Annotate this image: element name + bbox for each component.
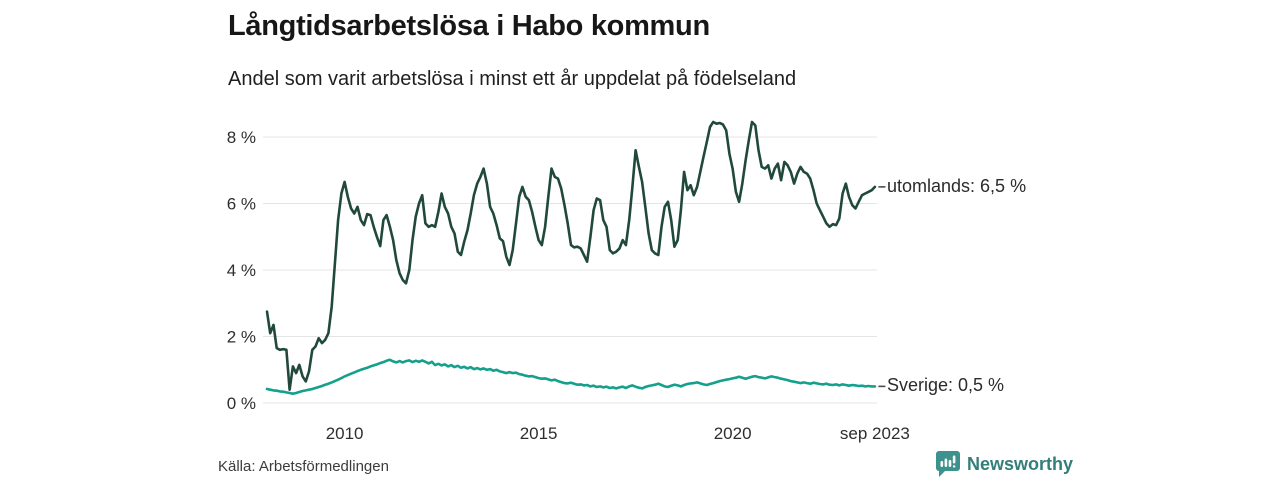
y-axis-tick-labels: 0 % 2 % 4 % 6 % 8 % (227, 128, 256, 413)
gridlines (263, 136, 877, 404)
x-tick-label: 2020 (714, 424, 752, 443)
x-tick-label: sep 2023 (840, 424, 910, 443)
series-line-sverige (265, 358, 877, 396)
x-tick-label: 2015 (520, 424, 558, 443)
y-tick-label: 0 % (227, 394, 256, 413)
series-line-utomlands (265, 120, 877, 392)
y-tick-label: 2 % (227, 328, 256, 347)
label-connector-dashes (878, 186, 886, 388)
y-tick-label: 6 % (227, 195, 256, 214)
y-tick-label: 4 % (227, 261, 256, 280)
data-series-lines (265, 120, 877, 396)
y-tick-label: 8 % (227, 128, 256, 147)
x-tick-label: 2010 (326, 424, 364, 443)
series-end-label-utomlands: utomlands: 6,5 % (887, 176, 1027, 196)
x-axis-tick-labels: 2010 2015 2020 sep 2023 (326, 424, 910, 443)
chart-subtitle: Andel som varit arbetslösa i minst ett å… (228, 68, 797, 90)
newsworthy-logo-icon (936, 451, 960, 477)
series-end-label-sverige: Sverige: 0,5 % (887, 375, 1005, 395)
chart-title: Långtidsarbetslösa i Habo kommun (228, 10, 710, 42)
newsworthy-brand-name: Newsworthy (967, 453, 1074, 474)
newsworthy-branding: Newsworthy (936, 451, 1280, 477)
source-attribution: Källa: Arbetsförmedlingen (218, 458, 389, 475)
